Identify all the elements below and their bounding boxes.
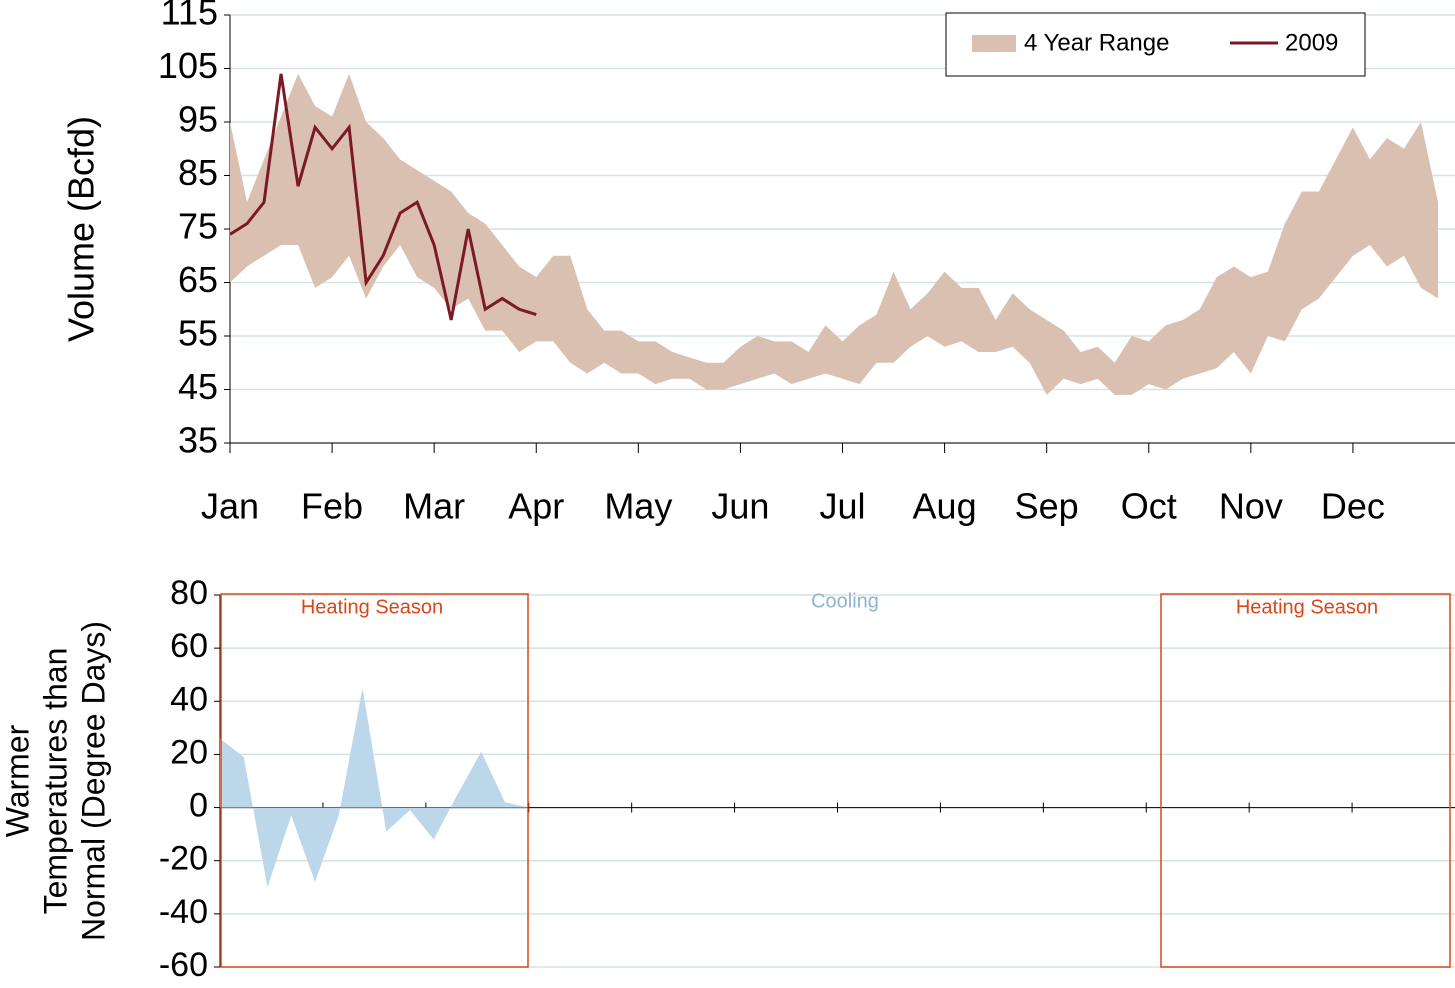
y-tick-label: 65 [178,259,218,300]
y-tick-label: 45 [178,366,218,407]
y-tick-label: 55 [178,313,218,354]
y-tick-label: -20 [159,840,208,878]
y-tick-label: -40 [159,893,208,931]
legend-label: 4 Year Range [1024,29,1169,56]
x-tick-label: Feb [301,486,363,527]
y-tick-label: 80 [170,574,208,612]
y-axis-label: Normal (Degree Days) [75,621,111,941]
x-tick-label: Jul [819,486,865,527]
y-tick-label: 60 [170,627,208,665]
annotation: Heating Season [301,596,443,618]
area [220,688,529,888]
line-series [229,73,537,321]
y-tick-label: 115 [161,0,218,33]
x-tick-label: Dec [1321,486,1385,527]
x-tick-label: Mar [403,486,465,527]
y-axis-label: Warmer [0,724,35,837]
y-tick-label: 40 [170,680,208,718]
x-tick-label: Oct [1121,486,1177,527]
x-tick-label: Jun [711,486,769,527]
legend: 4 Year Range 2009 [945,12,1366,77]
y-tick-label: 75 [178,206,218,247]
y-tick-label: 95 [178,99,218,140]
x-tick-label: Aug [913,486,977,527]
x-tick-label: Jan [201,486,259,527]
y-tick-label: 85 [178,152,218,193]
x-tick-label: Apr [508,486,564,527]
y-tick-label: 20 [170,733,208,771]
legend-swatch [972,35,1016,52]
y-tick-label: 105 [158,45,218,86]
x-tick-label: Nov [1219,486,1283,527]
annotation: Heating Season [1236,596,1378,618]
y-tick-label: 35 [178,420,218,461]
season-box [220,593,529,968]
annotation: Cooling [811,590,879,612]
y-tick-label: 0 [189,787,208,825]
x-tick-label: Sep [1015,486,1079,527]
y-axis-label: Volume (Bcfd) [61,116,102,342]
x-tick-label: May [604,486,672,527]
y-axis-label: Temperatures than [37,648,73,915]
season-box [1160,593,1451,968]
y-tick-label: -60 [159,946,208,984]
legend-label: 2009 [1285,29,1338,56]
